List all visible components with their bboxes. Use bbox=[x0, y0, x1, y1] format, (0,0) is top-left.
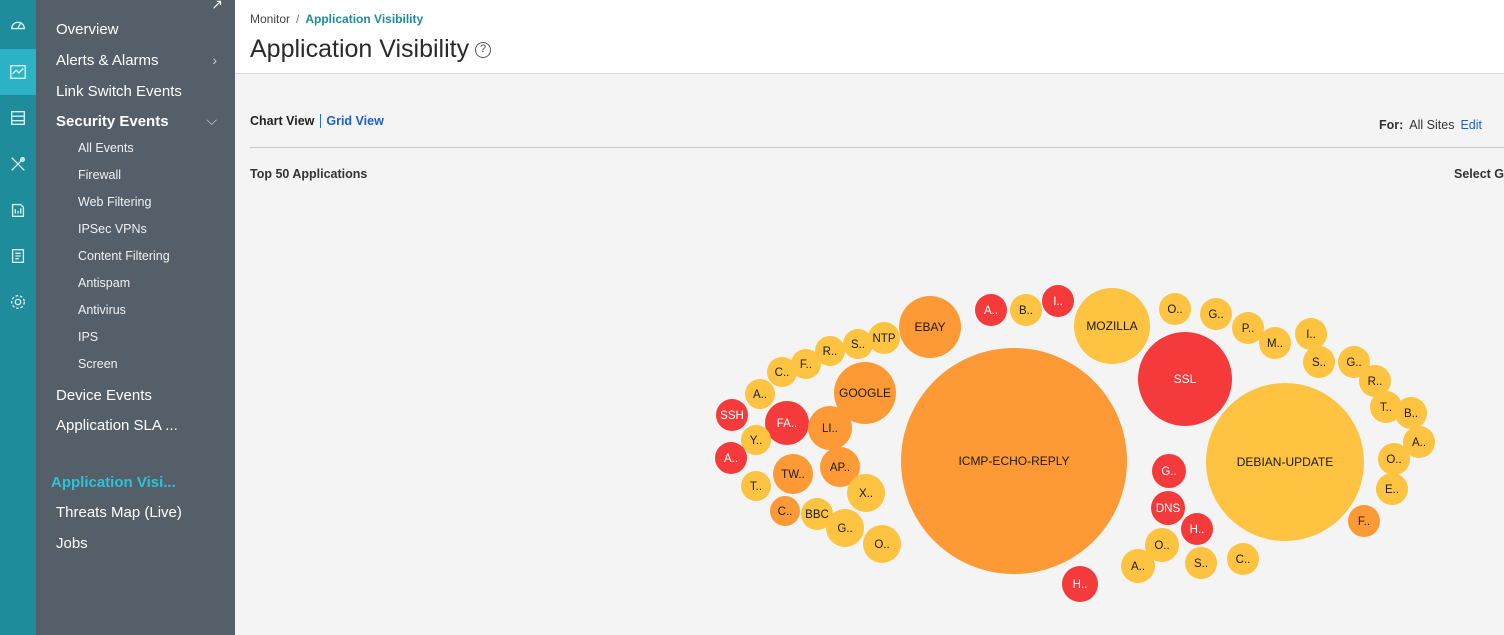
bubble-45[interactable] bbox=[1145, 528, 1179, 562]
bubble-42[interactable] bbox=[1152, 454, 1186, 488]
bubble-6[interactable] bbox=[868, 322, 900, 354]
tools-icon[interactable] bbox=[0, 141, 36, 187]
bubble-33[interactable] bbox=[1303, 346, 1335, 378]
nav-sub-screen[interactable]: Screen bbox=[78, 357, 118, 371]
nav-sub-ipsec-vpns[interactable]: IPSec VPNs bbox=[78, 222, 147, 236]
bubble-21[interactable] bbox=[770, 496, 800, 526]
bubble-5[interactable] bbox=[834, 362, 896, 424]
bubble-41[interactable] bbox=[1348, 505, 1380, 537]
section-title: Top 50 Applications bbox=[250, 167, 368, 181]
bubble-3[interactable] bbox=[1074, 288, 1150, 364]
devices-icon[interactable] bbox=[0, 95, 36, 141]
nav-item-security-events[interactable]: Security Events bbox=[56, 113, 169, 130]
bubble-27[interactable] bbox=[1042, 285, 1074, 317]
breadcrumb: Monitor / Application Visibility bbox=[250, 12, 423, 26]
nav-item-link-switch[interactable]: Link Switch Events bbox=[56, 83, 182, 100]
nav-item-application-visibility[interactable]: Application Visi... bbox=[51, 474, 176, 491]
settings-icon[interactable] bbox=[0, 279, 36, 325]
nav-sub-ips[interactable]: IPS bbox=[78, 330, 99, 344]
breadcrumb-separator: / bbox=[296, 12, 300, 26]
bubble-36[interactable] bbox=[1370, 391, 1402, 423]
nav-item-alerts[interactable]: Alerts & Alarms bbox=[56, 52, 159, 69]
bubble-28[interactable] bbox=[1159, 293, 1191, 325]
bubble-12[interactable] bbox=[716, 399, 748, 431]
bubble-22[interactable] bbox=[801, 498, 833, 530]
bubble-13[interactable] bbox=[765, 401, 809, 445]
bubble-19[interactable] bbox=[741, 471, 771, 501]
bubble-11[interactable] bbox=[745, 379, 775, 409]
chevron-right-icon: › bbox=[212, 52, 217, 68]
bubble-2[interactable] bbox=[1138, 332, 1232, 426]
toolbar-divider bbox=[250, 147, 1504, 148]
breadcrumb-current: Application Visibility bbox=[305, 12, 424, 26]
nav-sub-firewall[interactable]: Firewall bbox=[78, 168, 122, 182]
bubble-24[interactable] bbox=[863, 525, 901, 563]
bubble-15[interactable] bbox=[741, 425, 771, 455]
bubble-49[interactable] bbox=[1062, 566, 1098, 602]
page-title: Application Visibility? bbox=[250, 35, 492, 64]
bubble-10[interactable] bbox=[767, 357, 797, 387]
nav-item-jobs[interactable]: Jobs bbox=[56, 535, 88, 552]
nav-sub-antivirus[interactable]: Antivirus bbox=[78, 303, 126, 317]
chevron-down-icon: ⌵ bbox=[206, 112, 217, 128]
for-value: All Sites bbox=[1409, 118, 1455, 132]
bubble-9[interactable] bbox=[791, 349, 821, 379]
document-icon[interactable] bbox=[0, 233, 36, 279]
site-filter: For: All Sites Edit bbox=[1379, 118, 1482, 132]
edit-link[interactable]: Edit bbox=[1460, 118, 1482, 132]
nav-sub-all-events[interactable]: All Events bbox=[78, 141, 134, 155]
bubble-40[interactable] bbox=[1376, 473, 1408, 505]
view-switcher: Chart View Grid View bbox=[250, 114, 384, 128]
page-header: Monitor / Application Visibility Applicati… bbox=[235, 0, 1504, 74]
nav-sub-antispam[interactable]: Antispam bbox=[78, 276, 131, 290]
bubble-0[interactable] bbox=[901, 348, 1127, 574]
bubble-38[interactable] bbox=[1403, 426, 1435, 458]
for-label: For: bbox=[1378, 118, 1404, 132]
icon-rail bbox=[0, 0, 36, 635]
sidebar-nav: ↗ Overview Alerts & Alarms › Link Switch… bbox=[36, 0, 235, 635]
tab-chart-view[interactable]: Chart View bbox=[250, 114, 322, 128]
bubble-30[interactable] bbox=[1232, 312, 1264, 344]
nav-sub-web-filtering[interactable]: Web Filtering bbox=[78, 195, 152, 209]
bubble-20[interactable] bbox=[847, 474, 885, 512]
bubble-26[interactable] bbox=[1010, 294, 1042, 326]
dashboard-icon[interactable] bbox=[0, 2, 36, 48]
bubble-1[interactable] bbox=[1206, 383, 1364, 541]
bubble-17[interactable] bbox=[773, 454, 813, 494]
nav-sub-content-filtering[interactable]: Content Filtering bbox=[78, 249, 170, 263]
breadcrumb-root[interactable]: Monitor bbox=[250, 12, 291, 26]
bubble-18[interactable] bbox=[820, 447, 860, 487]
bubble-23[interactable] bbox=[826, 509, 864, 547]
tab-grid-view[interactable]: Grid View bbox=[326, 114, 384, 128]
bubble-31[interactable] bbox=[1259, 327, 1291, 359]
bubble-46[interactable] bbox=[1121, 549, 1155, 583]
nav-item-overview[interactable]: Overview bbox=[56, 21, 119, 38]
bubble-34[interactable] bbox=[1338, 346, 1370, 378]
pin-icon[interactable]: ↗ bbox=[211, 0, 223, 12]
nav-item-threats-map[interactable]: Threats Map (Live) bbox=[56, 504, 182, 521]
bubble-44[interactable] bbox=[1181, 513, 1213, 545]
bubble-32[interactable] bbox=[1295, 318, 1327, 350]
reports-icon[interactable] bbox=[0, 187, 36, 233]
page-title-text: Application Visibility bbox=[250, 35, 470, 63]
select-group-label[interactable]: Select Gr bbox=[1454, 167, 1504, 181]
bubble-16[interactable] bbox=[715, 442, 747, 474]
bubble-47[interactable] bbox=[1185, 547, 1217, 579]
bubble-25[interactable] bbox=[975, 294, 1007, 326]
monitor-icon[interactable] bbox=[0, 49, 36, 95]
help-icon[interactable]: ? bbox=[475, 42, 492, 59]
nav-item-application-sla[interactable]: Application SLA ... bbox=[56, 417, 178, 434]
bubble-29[interactable] bbox=[1200, 298, 1232, 330]
bubble-37[interactable] bbox=[1395, 397, 1427, 429]
bubble-43[interactable] bbox=[1151, 491, 1185, 525]
bubble-4[interactable] bbox=[899, 296, 961, 358]
bubble-48[interactable] bbox=[1227, 543, 1259, 575]
bubble-7[interactable] bbox=[843, 329, 873, 359]
nav-item-device-events[interactable]: Device Events bbox=[56, 387, 152, 404]
bubble-14[interactable] bbox=[808, 406, 852, 450]
bubble-8[interactable] bbox=[815, 336, 845, 366]
bubble-39[interactable] bbox=[1378, 443, 1410, 475]
bubble-35[interactable] bbox=[1359, 365, 1391, 397]
